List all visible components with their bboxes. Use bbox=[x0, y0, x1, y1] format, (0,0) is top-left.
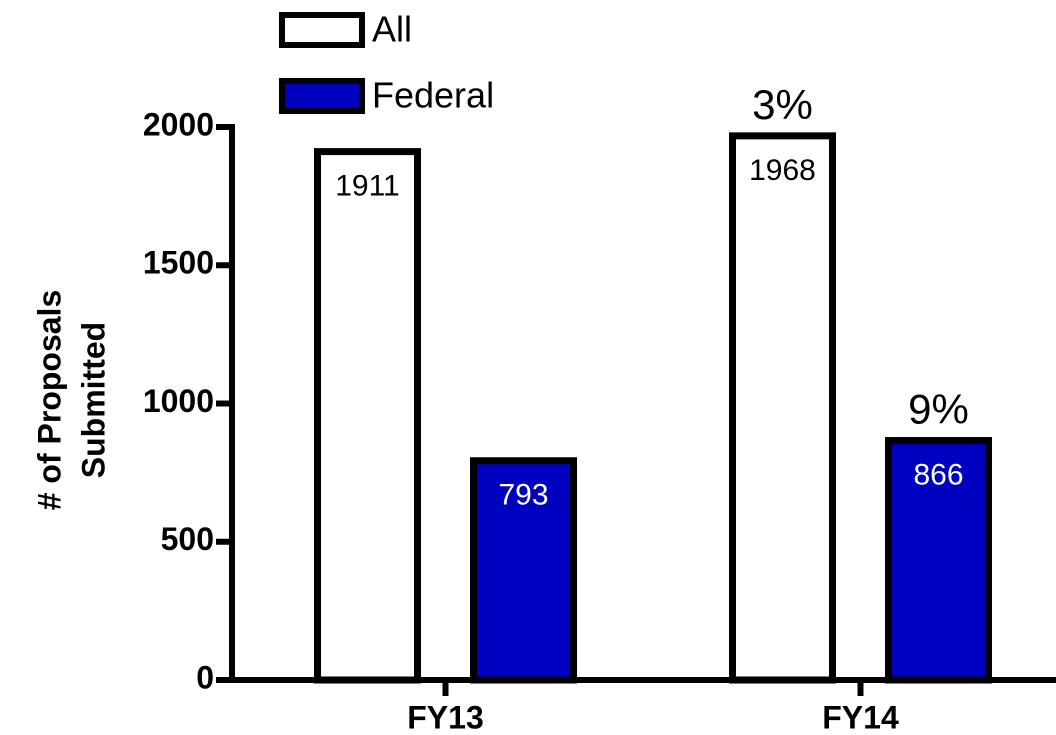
x-tick-label: FY14 bbox=[822, 699, 899, 735]
y-tick-label: 1500 bbox=[143, 245, 214, 281]
bar bbox=[885, 437, 992, 684]
data-label: 1911 bbox=[335, 170, 400, 203]
legend-label: Federal bbox=[372, 75, 494, 116]
y-tick-label: 2000 bbox=[143, 106, 214, 142]
y-axis-title-line: # of Proposals bbox=[31, 290, 67, 511]
annotation: 9% bbox=[908, 386, 969, 433]
legend-label: All bbox=[372, 9, 412, 50]
data-label: 793 bbox=[498, 479, 548, 512]
y-tick-label: 1000 bbox=[143, 383, 214, 419]
y-axis-title-line: Submitted bbox=[75, 322, 111, 478]
y-tick-label: 500 bbox=[161, 521, 214, 557]
y-axis-title: # of Proposals Submitted bbox=[31, 290, 111, 511]
bar bbox=[470, 457, 577, 684]
bar bbox=[729, 132, 836, 684]
y-tick-label: 0 bbox=[196, 659, 214, 695]
x-tick-label: FY13 bbox=[407, 699, 483, 735]
legend-swatch bbox=[279, 78, 365, 114]
annotation: 3% bbox=[752, 81, 813, 128]
bar bbox=[314, 148, 421, 684]
data-label: 866 bbox=[913, 458, 963, 491]
legend-swatch bbox=[279, 12, 365, 48]
data-label: 1968 bbox=[749, 154, 816, 187]
